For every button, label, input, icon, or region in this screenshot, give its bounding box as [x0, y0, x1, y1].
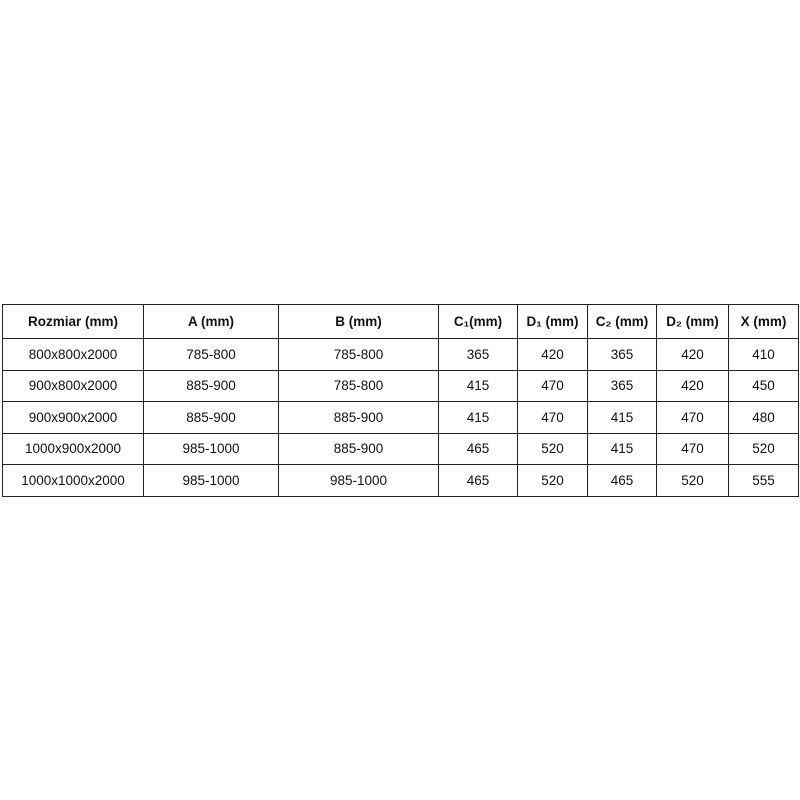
column-header: B (mm): [278, 304, 439, 339]
table-cell: 420: [517, 338, 588, 371]
table-cell: 415: [587, 401, 657, 434]
table-row: 900x800x2000 885-900 785-800 415 470 365 420 45…: [2, 369, 799, 402]
table-cell: 985-1000: [143, 432, 279, 465]
table-cell: 365: [438, 338, 518, 371]
table-cell: 420: [656, 338, 729, 371]
table-cell: 470: [517, 401, 588, 434]
table-cell: 415: [438, 369, 518, 402]
table-cell: 465: [438, 432, 518, 465]
table-cell: 985-1000: [278, 464, 439, 497]
table-cell: 555: [728, 464, 799, 497]
table-cell: 1000x1000x2000: [2, 464, 144, 497]
table-row: 900x900x2000 885-900 885-900 415 470 415 470 48…: [2, 401, 799, 434]
table-cell: 520: [656, 464, 729, 497]
table-cell: 410: [728, 338, 799, 371]
header-row: Rozmiar (mm) A (mm) B (mm) C₁(mm) D₁ (mm) C₂ …: [2, 304, 799, 339]
table-cell: 785-800: [278, 369, 439, 402]
column-header: Rozmiar (mm): [2, 304, 144, 339]
table-cell: 480: [728, 401, 799, 434]
table-cell: 900x900x2000: [2, 401, 144, 434]
column-header: D₁ (mm): [517, 304, 588, 339]
table-cell: 520: [517, 432, 588, 465]
table-cell: 985-1000: [143, 464, 279, 497]
column-header: C₁(mm): [438, 304, 518, 339]
table-cell: 450: [728, 369, 799, 402]
column-header: D₂ (mm): [656, 304, 729, 339]
table-cell: 785-800: [143, 338, 279, 371]
dimensions-table: Rozmiar (mm) A (mm) B (mm) C₁(mm) D₁ (mm) C₂ …: [2, 304, 799, 497]
table-cell: 470: [517, 369, 588, 402]
table-cell: 520: [517, 464, 588, 497]
table-cell: 885-900: [143, 401, 279, 434]
table-cell: 420: [656, 369, 729, 402]
table-cell: 365: [587, 338, 657, 371]
table-cell: 800x800x2000: [2, 338, 144, 371]
table-cell: 415: [587, 432, 657, 465]
table-cell: 1000x900x2000: [2, 432, 144, 465]
table-cell: 465: [438, 464, 518, 497]
table-cell: 470: [656, 432, 729, 465]
table-row: 800x800x2000 785-800 785-800 365 420 365 420 41…: [2, 338, 799, 371]
table-row: 1000x900x2000 985-1000 885-900 465 520 415 470…: [2, 432, 799, 465]
table-cell: 885-900: [278, 432, 439, 465]
table-cell: 465: [587, 464, 657, 497]
column-header: C₂ (mm): [587, 304, 657, 339]
column-header: X (mm): [728, 304, 799, 339]
table-cell: 470: [656, 401, 729, 434]
table-cell: 885-900: [278, 401, 439, 434]
table-cell: 885-900: [143, 369, 279, 402]
table-cell: 785-800: [278, 338, 439, 371]
table-cell: 365: [587, 369, 657, 402]
table-cell: 900x800x2000: [2, 369, 144, 402]
table-row: 1000x1000x2000 985-1000 985-1000 465 520 465 5…: [2, 464, 799, 497]
column-header: A (mm): [143, 304, 279, 339]
table-cell: 520: [728, 432, 799, 465]
table-cell: 415: [438, 401, 518, 434]
